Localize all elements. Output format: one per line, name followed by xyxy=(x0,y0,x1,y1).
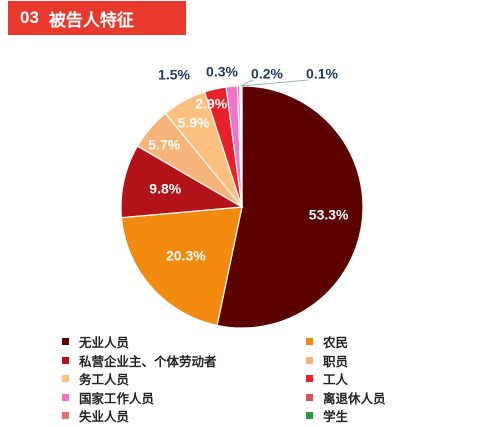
legend-label: 学生 xyxy=(323,409,349,424)
slice-data-label: 20.3% xyxy=(166,247,206,263)
pie-chart: 53.3% 20.3% 9.8% 5.7% 5.9% 2.9% 1.5% 0.3% 0.2% 0.… xyxy=(120,64,364,329)
slice-data-label: 1.5% xyxy=(158,67,190,83)
legend-item: 工人 xyxy=(306,369,348,388)
pie-slice-1 xyxy=(120,206,243,327)
legend-swatch xyxy=(306,412,313,419)
pie-slice-0 xyxy=(216,85,364,329)
legend-label: 职员 xyxy=(323,353,349,369)
legend-swatch xyxy=(306,338,313,345)
slice-data-label: 53.3% xyxy=(309,207,349,223)
pie-slice-9 xyxy=(240,85,243,208)
slice-data-label: 2.9% xyxy=(195,95,227,111)
legend-item: 务工人员 xyxy=(62,369,129,388)
slice-data-label: 9.8% xyxy=(149,181,181,197)
slice-data-label: 5.7% xyxy=(148,136,180,152)
legend-label: 私营企业主、个体劳动者 xyxy=(79,353,217,369)
legend-item: 无业人员 xyxy=(62,332,129,351)
legend-item: 农民 xyxy=(306,332,348,351)
legend-label: 无业人员 xyxy=(79,335,130,350)
section-number: 03 xyxy=(20,8,39,27)
legend-item: 国家工作人员 xyxy=(62,388,154,407)
slice-data-label: 0.3% xyxy=(206,64,238,80)
legend-label: 务工人员 xyxy=(79,372,130,387)
legend-swatch xyxy=(62,338,69,345)
legend-item: 学生 xyxy=(306,406,348,425)
section-title: 被告人特征 xyxy=(48,10,134,31)
leader-line-8 xyxy=(240,79,254,87)
leader-line-9 xyxy=(241,79,309,87)
legend-item: 私营企业主、个体劳动者 xyxy=(62,351,217,370)
legend-swatch xyxy=(306,375,313,382)
legend-item: 职员 xyxy=(306,351,348,370)
legend-label: 失业人员 xyxy=(79,409,130,424)
legend-label: 离退休人员 xyxy=(323,390,386,406)
legend-label: 国家工作人员 xyxy=(79,390,155,406)
legend-swatch xyxy=(62,375,69,382)
slice-data-label: 0.2% xyxy=(251,66,283,82)
legend-swatch xyxy=(306,356,313,364)
section-header: 03 被告人特征 xyxy=(8,1,186,35)
legend-item: 离退休人员 xyxy=(306,388,386,407)
legend-swatch xyxy=(62,356,69,364)
legend-label: 农民 xyxy=(323,335,349,350)
pie-slice-2 xyxy=(120,145,244,219)
legend-label: 工人 xyxy=(323,372,349,387)
slice-data-label: 0.1% xyxy=(306,66,338,82)
legend-swatch xyxy=(62,393,69,401)
legend-swatch xyxy=(62,412,69,419)
legend-swatch xyxy=(306,393,313,401)
legend-item: 失业人员 xyxy=(62,406,129,425)
slice-data-label: 5.9% xyxy=(178,115,210,131)
